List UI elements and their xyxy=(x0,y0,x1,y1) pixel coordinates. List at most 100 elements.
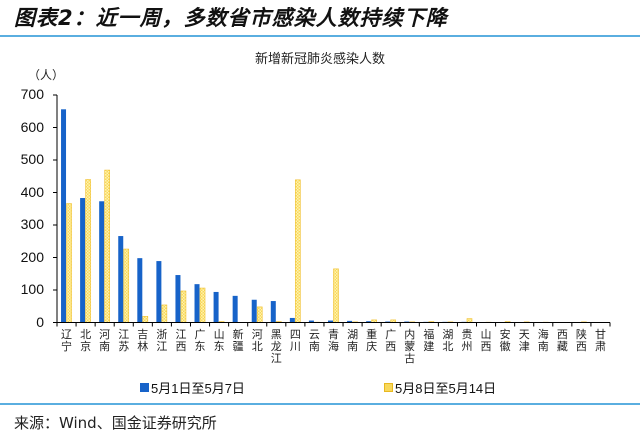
bar xyxy=(118,236,124,323)
y-tick-label: 200 xyxy=(20,248,44,265)
x-tick-label: 黑 xyxy=(271,328,282,341)
x-tick-label: 湖 xyxy=(442,328,453,341)
x-tick-label: 甘 xyxy=(595,328,606,341)
x-tick-label: 辽 xyxy=(61,328,72,341)
x-tick-label: 州 xyxy=(461,340,472,353)
x-tick-label: 重 xyxy=(366,327,377,341)
x-tick-label: 浙 xyxy=(156,328,167,341)
x-tick-label: 北 xyxy=(80,328,91,341)
bar xyxy=(270,301,276,323)
x-tick-label: 南 xyxy=(99,340,110,353)
bar xyxy=(85,179,91,323)
x-tick-label: 西 xyxy=(557,328,568,341)
bar xyxy=(99,201,105,323)
x-tick-label: 广 xyxy=(195,328,206,341)
x-tick-label: 建 xyxy=(423,339,434,353)
x-tick-label: 安 xyxy=(500,327,511,341)
x-tick-label: 苏 xyxy=(118,340,129,353)
bar xyxy=(175,275,181,323)
bar xyxy=(180,290,187,323)
x-tick-label: 海 xyxy=(328,339,339,353)
y-tick-label: 500 xyxy=(20,151,44,167)
y-tick-label: 300 xyxy=(20,216,44,232)
bar xyxy=(142,316,149,323)
chart-title: 新增新冠肺炎感染人数 xyxy=(254,52,385,67)
bar xyxy=(66,203,72,323)
y-tick-label: 0 xyxy=(36,313,44,330)
bar xyxy=(137,258,143,323)
x-tick-label: 京 xyxy=(80,339,91,353)
x-tick-label: 北 xyxy=(442,340,453,353)
bar xyxy=(289,317,295,323)
x-tick-label: 津 xyxy=(519,340,530,353)
bar xyxy=(123,248,130,323)
x-tick-label: 林 xyxy=(137,339,148,353)
x-tick-label: 吉 xyxy=(137,328,148,341)
x-tick-label: 龙 xyxy=(271,340,282,353)
x-tick-label: 西 xyxy=(385,340,396,353)
bar xyxy=(199,287,206,323)
x-tick-label: 西 xyxy=(481,340,492,353)
bar xyxy=(333,268,339,323)
x-tick-label: 江 xyxy=(156,340,167,353)
x-tick-label: 疆 xyxy=(233,340,244,353)
x-tick-label: 古 xyxy=(404,352,415,365)
x-tick-label: 新 xyxy=(233,327,244,341)
x-tick-label: 徽 xyxy=(500,339,511,353)
bar xyxy=(328,320,333,323)
x-tick-label: 湖 xyxy=(347,328,358,341)
x-tick-label: 蒙 xyxy=(404,340,415,353)
legend-item-week2: 5月8日至5月14日 xyxy=(384,378,496,397)
bar xyxy=(466,318,473,323)
x-tick-label: 宁 xyxy=(61,339,72,353)
x-tick-label: 西 xyxy=(175,340,186,353)
x-tick-label: 江 xyxy=(271,352,282,365)
bar xyxy=(213,291,219,323)
legend-label: 5月8日至5月14日 xyxy=(395,381,497,396)
x-tick-label: 天 xyxy=(519,328,530,341)
x-tick-label: 东 xyxy=(195,340,206,353)
legend-swatch-yellow-icon xyxy=(384,383,393,392)
y-tick-label: 600 xyxy=(20,118,44,135)
x-tick-label: 西 xyxy=(576,340,587,353)
x-tick-label: 陕 xyxy=(576,327,587,341)
x-tick-label: 江 xyxy=(175,328,186,341)
x-tick-label: 南 xyxy=(538,340,549,353)
x-tick-label: 庆 xyxy=(366,339,377,353)
bar xyxy=(256,306,263,323)
x-tick-label: 肃 xyxy=(595,340,606,353)
figure-title: 图表2：近一周，多数省市感染人数持续下降 xyxy=(14,6,448,30)
y-tick-label: 400 xyxy=(20,183,44,200)
bar xyxy=(194,284,200,323)
bar xyxy=(366,321,372,323)
bar xyxy=(232,295,238,323)
y-axis-unit: （人） xyxy=(28,68,65,82)
bar-chart: 辽宁北京河南江苏吉林浙江江西广东山东新疆河北黑龙江四川云南青海湖南重庆广西内蒙古… xyxy=(53,94,611,365)
bar xyxy=(61,109,67,323)
bar xyxy=(156,261,162,323)
x-tick-label: 河 xyxy=(252,328,263,341)
bar xyxy=(251,299,257,323)
x-tick-label: 云 xyxy=(309,328,320,341)
x-tick-label: 山 xyxy=(214,328,225,341)
bar xyxy=(295,179,301,323)
bar xyxy=(347,320,353,323)
legend-item-week1: 5月1日至5月7日 xyxy=(140,378,245,397)
x-tick-label: 青 xyxy=(328,328,339,341)
x-tick-label: 山 xyxy=(481,328,492,341)
x-tick-label: 北 xyxy=(252,340,263,353)
x-tick-label: 内 xyxy=(404,327,415,341)
x-tick-label: 海 xyxy=(538,327,549,341)
x-tick-label: 藏 xyxy=(557,340,568,353)
x-tick-label: 福 xyxy=(423,327,434,341)
bar xyxy=(104,169,110,323)
x-tick-label: 广 xyxy=(385,328,396,341)
x-tick-label: 川 xyxy=(290,340,301,353)
x-tick-label: 南 xyxy=(309,340,320,353)
bar xyxy=(80,198,86,323)
x-tick-label: 贵 xyxy=(461,328,472,341)
y-tick-label: 700 xyxy=(20,86,44,102)
y-tick-label: 100 xyxy=(20,281,44,297)
x-tick-label: 四 xyxy=(290,328,301,341)
bottom-rule xyxy=(0,403,640,405)
